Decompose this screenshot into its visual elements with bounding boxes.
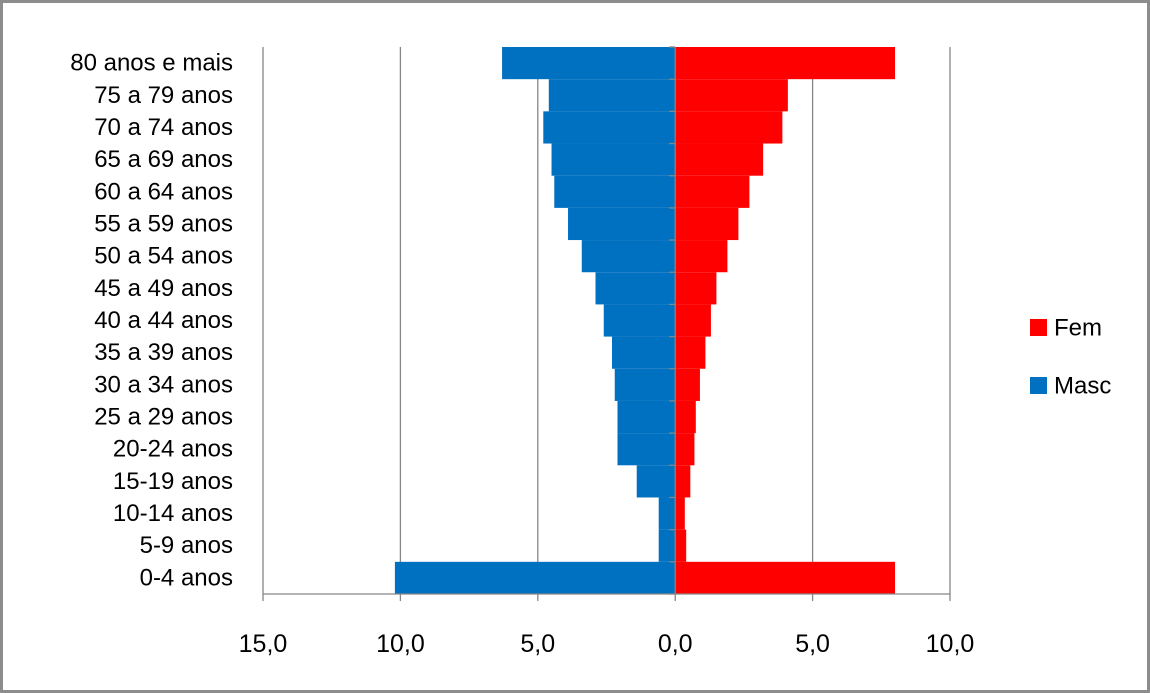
- x-tick-labels: 15,0 10,0 5,0 0,0 5,0 10,0: [239, 630, 975, 658]
- category-label: 45 a 49 anos: [94, 275, 233, 302]
- bar-masc-6: [581, 240, 676, 273]
- bar-fem-15: [675, 529, 687, 562]
- x-tick-label: 10,0: [926, 630, 975, 658]
- gridlines: [262, 47, 951, 594]
- legend: Fem Masc: [1030, 315, 1111, 400]
- bar-masc-10: [614, 368, 676, 401]
- bar-fem-2: [675, 111, 783, 144]
- category-label: 65 a 69 anos: [94, 146, 233, 173]
- bar-fem-12: [675, 433, 695, 466]
- category-label: 10-14 anos: [113, 500, 233, 527]
- legend-label-masc: Masc: [1054, 373, 1111, 400]
- bar-masc-3: [551, 143, 676, 176]
- bar-masc-9: [611, 336, 676, 369]
- axes: [262, 46, 951, 601]
- legend-swatch-fem: [1030, 319, 1047, 336]
- category-label: 80 anos e mais: [70, 50, 233, 77]
- bar-fem-7: [675, 272, 717, 305]
- legend-label-fem: Fem: [1054, 315, 1102, 342]
- category-label: 40 a 44 anos: [94, 307, 233, 334]
- bar-masc-11: [617, 400, 676, 434]
- x-tick-label: 10,0: [376, 630, 425, 658]
- x-tick-label: 5,0: [795, 630, 830, 658]
- bar-masc-1: [548, 79, 676, 112]
- bar-masc-13: [636, 465, 676, 498]
- bar-masc-8: [603, 304, 676, 337]
- category-label: 5-9 anos: [140, 532, 233, 559]
- bar-masc-2: [543, 111, 676, 144]
- bar-fem-10: [675, 368, 700, 401]
- x-tick-label: 0,0: [658, 630, 693, 658]
- bar-masc-5: [568, 207, 676, 241]
- bar-masc-15: [658, 529, 676, 562]
- category-label: 60 a 64 anos: [94, 178, 233, 205]
- bar-fem-0: [675, 47, 896, 80]
- population-pyramid-chart: 80 anos e mais 75 a 79 anos 70 a 74 anos 65…: [70, 46, 1111, 658]
- bar-fem-5: [675, 207, 739, 241]
- bar-fem-14: [675, 497, 685, 530]
- bar-masc-12: [617, 433, 676, 466]
- category-label: 55 a 59 anos: [94, 210, 233, 237]
- category-label: 50 a 54 anos: [94, 243, 233, 270]
- bar-fem-11: [675, 400, 696, 434]
- x-tick-label: 15,0: [239, 630, 288, 658]
- category-label: 20-24 anos: [113, 436, 233, 463]
- bar-fem-8: [675, 304, 711, 337]
- category-label: 35 a 39 anos: [94, 339, 233, 366]
- bars: [394, 47, 896, 594]
- bar-fem-6: [675, 240, 728, 273]
- category-label: 70 a 74 anos: [94, 114, 233, 141]
- bar-fem-3: [675, 143, 764, 176]
- category-label: 25 a 29 anos: [94, 404, 233, 431]
- category-label: 0-4 anos: [140, 564, 233, 591]
- category-label: 15-19 anos: [113, 468, 233, 495]
- bar-masc-4: [554, 175, 676, 208]
- category-label: 75 a 79 anos: [94, 82, 233, 109]
- bar-masc-7: [595, 272, 676, 305]
- bar-fem-4: [675, 175, 750, 208]
- bar-fem-13: [675, 465, 691, 498]
- bar-masc-0: [502, 47, 676, 80]
- bar-fem-1: [675, 79, 788, 112]
- bar-masc-16: [394, 561, 676, 594]
- bar-fem-9: [675, 336, 706, 369]
- legend-swatch-masc: [1030, 377, 1047, 394]
- category-label: 30 a 34 anos: [94, 371, 233, 398]
- x-tick-label: 5,0: [520, 630, 555, 658]
- category-labels: 80 anos e mais 75 a 79 anos 70 a 74 anos 65…: [70, 50, 233, 592]
- bar-masc-14: [658, 497, 676, 530]
- bar-fem-16: [675, 561, 896, 594]
